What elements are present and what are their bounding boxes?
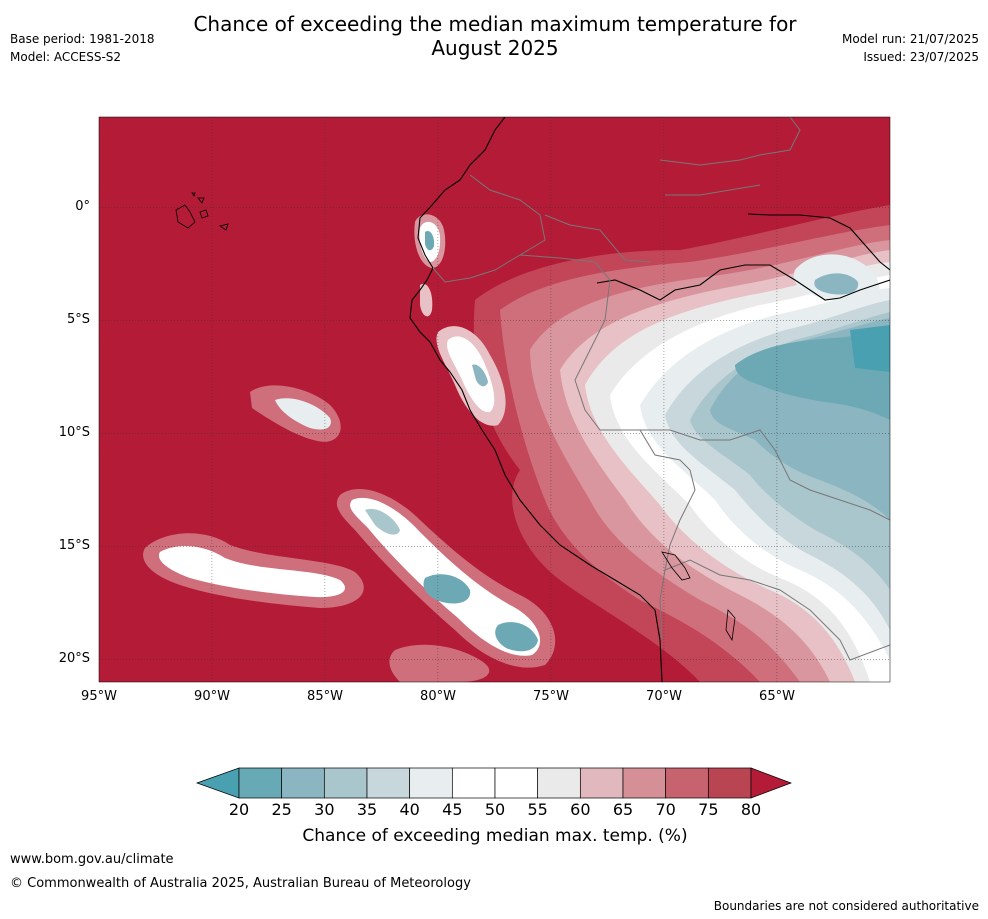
ocean-plume-19s-core <box>495 622 538 652</box>
colorbar-tick-label: 35 <box>356 800 378 819</box>
meta-right: Model run: 21/07/2025 Issued: 23/07/2025 <box>842 30 979 66</box>
footer-disclaimer: Boundaries are not considered authoritat… <box>713 899 979 913</box>
lon-tick-90w: 90°W <box>194 689 230 704</box>
footer-copyright: © Commonwealth of Australia 2025, Austra… <box>10 876 471 891</box>
southern-patch <box>389 644 490 682</box>
lon-tick-80w: 80°W <box>420 689 456 704</box>
coastline <box>409 117 663 682</box>
colorbar-cell <box>665 767 709 799</box>
lake-titicaca <box>661 551 736 642</box>
colorbar-cell <box>579 767 624 799</box>
colorbar-high-arrow <box>750 767 792 799</box>
meta-left: Base period: 1981-2018 Model: ACCESS-S2 <box>10 30 155 66</box>
lat-tick-20s: 20°S <box>58 651 90 666</box>
colorbar-tick-label: 50 <box>484 800 506 819</box>
colorbar <box>195 767 792 799</box>
colorbar-tick-label: 70 <box>655 800 676 819</box>
footer-url[interactable]: www.bom.gov.au/climate <box>10 852 174 867</box>
colorbar-cell <box>409 767 453 799</box>
lon-tick-85w: 85°W <box>307 689 343 704</box>
ocean-plume-13s-cool <box>365 508 400 535</box>
issued-date: Issued: 23/07/2025 <box>863 50 979 64</box>
colorbar-cell <box>494 767 539 799</box>
chart-title: Chance of exceeding the median maximum t… <box>150 12 840 60</box>
colorbar-tick-label: 80 <box>740 800 762 819</box>
colorbar-label: Chance of exceeding median max. temp. (%… <box>302 826 688 846</box>
graticule <box>99 117 890 682</box>
colorbar-cell <box>622 767 667 799</box>
colorbar-cell <box>281 767 325 799</box>
colorbar-tick-label: 55 <box>527 800 548 819</box>
region-25 <box>735 328 890 420</box>
ocean-plume-10s-inner <box>275 398 331 430</box>
colorbar-cell <box>451 767 496 799</box>
lon-tick-70w: 70°W <box>646 689 682 704</box>
lon-tick-95w: 95°W <box>81 689 117 704</box>
map-plot-area[interactable] <box>99 117 890 682</box>
galapagos-islands <box>175 192 229 231</box>
colorbar-cell <box>537 767 581 799</box>
lon-tick-75w: 75°W <box>533 689 569 704</box>
colorbar-tick-label: 25 <box>271 800 292 819</box>
region-20 <box>850 325 890 372</box>
north-coastline <box>596 264 890 301</box>
colorbar-tick-label: 30 <box>314 800 335 819</box>
lat-tick-15s: 15°S <box>58 538 90 553</box>
colorbar-tick-label: 20 <box>228 800 250 819</box>
peru-coastal-strip-inner <box>447 336 495 413</box>
colorbar-cell <box>238 767 283 799</box>
ocean-plume-16s-inner <box>158 546 346 598</box>
ecuador-coast-patch <box>420 283 433 317</box>
title-line-2: August 2025 <box>431 36 559 60</box>
lat-tick-10s: 10°S <box>58 425 90 440</box>
lat-tick-5s: 5°S <box>66 312 90 327</box>
colorbar-cell <box>366 767 411 799</box>
colorbar-tick-label: 65 <box>612 800 634 819</box>
ecuador-spot-core <box>425 230 435 251</box>
title-line-1: Chance of exceeding the median maximum t… <box>193 12 797 36</box>
north-coast-blob-core <box>814 273 859 295</box>
ocean-plume-17s-core <box>423 574 471 604</box>
colorbar-cell <box>323 767 368 799</box>
colorbar-cell <box>707 767 752 799</box>
model-name: Model: ACCESS-S2 <box>10 50 122 64</box>
colorbar-tick-label: 45 <box>442 800 463 819</box>
colorbar-low-arrow <box>195 767 240 799</box>
amazon-coastline <box>747 213 890 271</box>
colorbar-tick-label: 60 <box>570 800 591 819</box>
lat-tick-0: 0° <box>75 199 90 214</box>
peru-coastal-strip-core <box>472 364 488 387</box>
base-period: Base period: 1981-2018 <box>10 32 155 46</box>
country-borders <box>432 117 890 661</box>
colorbar-tick-label: 75 <box>698 800 719 819</box>
map-frame <box>98 116 891 683</box>
lon-tick-65w: 65°W <box>759 689 795 704</box>
colorbar-tick-label: 40 <box>399 800 420 819</box>
model-run: Model run: 21/07/2025 <box>841 32 979 46</box>
